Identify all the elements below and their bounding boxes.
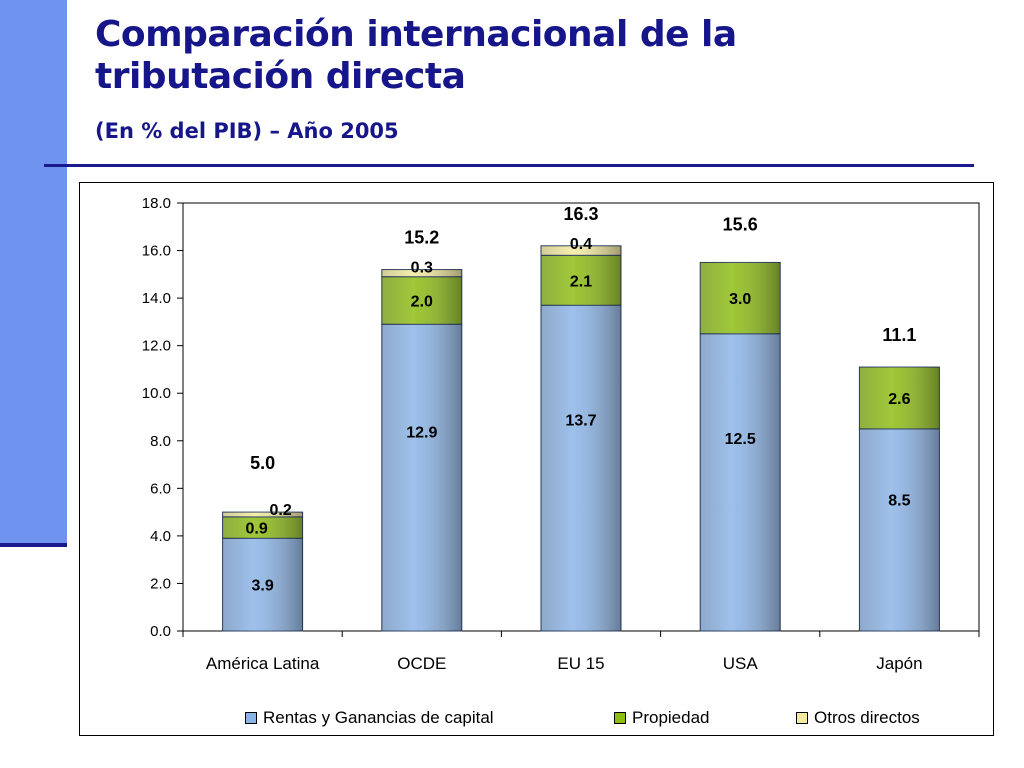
bar-shade-propiedad-america-latina: [222, 516, 303, 539]
legend-label-otros: Otros directos: [814, 708, 920, 727]
data-label-propiedad-ocde: 2.0: [411, 293, 433, 310]
side-accent-bar: [0, 0, 67, 546]
data-label-propiedad-america-latina: 0.9: [245, 521, 267, 538]
bar-shade-propiedad-ocde: [381, 276, 462, 325]
bar-shade-otros-directos-america-latina: [222, 512, 303, 517]
x-category-label-usa: USA: [723, 654, 759, 673]
data-label-propiedad-usa: 3.0: [729, 291, 751, 308]
total-label-usa: 15.6: [723, 214, 758, 234]
legend-swatch-propiedad: [614, 712, 626, 724]
x-axis: América Latina OCDE EU 15 USA Japón: [182, 631, 980, 673]
bar-shade-propiedad-eu-15: [541, 255, 621, 306]
bar-shade-rentas-y-ganancias-de-capital-eu-15: [541, 305, 621, 631]
bar-shade-rentas-y-ganancias-de-capital-america-latina: [222, 538, 303, 631]
x-category-label-eu-15: EU 15: [557, 654, 604, 673]
bar-shade-rentas-y-ganancias-de-capital-usa: [700, 333, 781, 631]
y-tick-label: 8.0: [150, 433, 171, 450]
y-tick-label: 10.0: [142, 385, 171, 402]
total-label-eu-15: 16.3: [563, 204, 598, 224]
bar-shade-propiedad-japon: [859, 367, 940, 429]
x-category-label-america-latina: América Latina: [206, 654, 320, 673]
total-label-america-latina: 5.0: [250, 453, 275, 473]
x-category-label-japon: Japón: [876, 654, 922, 673]
bar-shade-otros-directos-eu-15: [541, 245, 621, 256]
chart-legend: Rentas y Ganancias de capital Propiedad …: [0, 708, 1024, 730]
data-label-otros-directos-america-latina: 0.2: [269, 502, 291, 519]
title-divider: [44, 164, 974, 167]
legend-swatch-otros: [796, 712, 808, 724]
x-category-label-ocde: OCDE: [397, 654, 446, 673]
data-label-rentas-y-ganancias-de-capital-eu-15: 13.7: [565, 412, 596, 429]
chart-frame: [79, 182, 994, 736]
bar-shade-rentas-y-ganancias-de-capital-ocde: [381, 324, 462, 631]
data-label-rentas-y-ganancias-de-capital-ocde: 12.9: [406, 425, 437, 442]
total-label-ocde: 15.2: [404, 228, 439, 248]
y-tick-label: 2.0: [150, 575, 171, 592]
data-labels: 3.9 0.90.2 5.0 12.9 2.0 0.3 15.2 13.7 2.1 0.4 16.3…: [245, 204, 916, 595]
bar-shade-rentas-y-ganancias-de-capital-japon: [859, 428, 940, 631]
total-label-japon: 11.1: [882, 325, 916, 345]
legend-label-propiedad: Propiedad: [632, 708, 710, 727]
legend-swatch-rentas: [245, 712, 257, 724]
data-label-propiedad-japon: 2.6: [888, 391, 910, 408]
page-subtitle: (En % del PIB) – Año 2005: [95, 119, 399, 143]
y-tick-label: 6.0: [150, 480, 171, 497]
page-title-line-1: Comparación internacional de la: [95, 14, 737, 55]
page-title: Comparación internacional de la tributac…: [95, 14, 975, 98]
bar-shade-propiedad-usa: [700, 262, 781, 334]
legend-item-propiedad: Propiedad: [614, 708, 710, 728]
page-title-line-2: tributación directa: [95, 56, 466, 97]
y-tick-label: 14.0: [142, 290, 171, 307]
y-tick-label: 0.0: [150, 623, 171, 640]
y-tick-label: 18.0: [142, 195, 171, 212]
y-axis: 0.0 2.0 4.0 6.0 8.0 10.0 12.0 14.0 16.0 18.0: [142, 195, 183, 640]
legend-item-rentas: Rentas y Ganancias de capital: [245, 708, 494, 728]
legend-label-rentas: Rentas y Ganancias de capital: [263, 708, 494, 727]
y-tick-label: 12.0: [142, 338, 171, 355]
data-label-rentas-y-ganancias-de-capital-america-latina: 3.9: [251, 578, 273, 595]
bars: [222, 245, 940, 632]
data-label-otros-directos-ocde: 0.3: [411, 260, 433, 277]
bar-shade-otros-directos-ocde: [381, 269, 462, 277]
side-accent-line: [0, 543, 67, 547]
y-tick-label: 16.0: [142, 243, 171, 260]
data-label-otros-directos-eu-15: 0.4: [570, 236, 592, 253]
data-label-rentas-y-ganancias-de-capital-usa: 12.5: [725, 431, 756, 448]
y-tick-label: 4.0: [150, 528, 171, 545]
data-label-rentas-y-ganancias-de-capital-japon: 8.5: [888, 493, 910, 510]
legend-item-otros: Otros directos: [796, 708, 920, 728]
data-label-propiedad-eu-15: 2.1: [570, 273, 592, 290]
